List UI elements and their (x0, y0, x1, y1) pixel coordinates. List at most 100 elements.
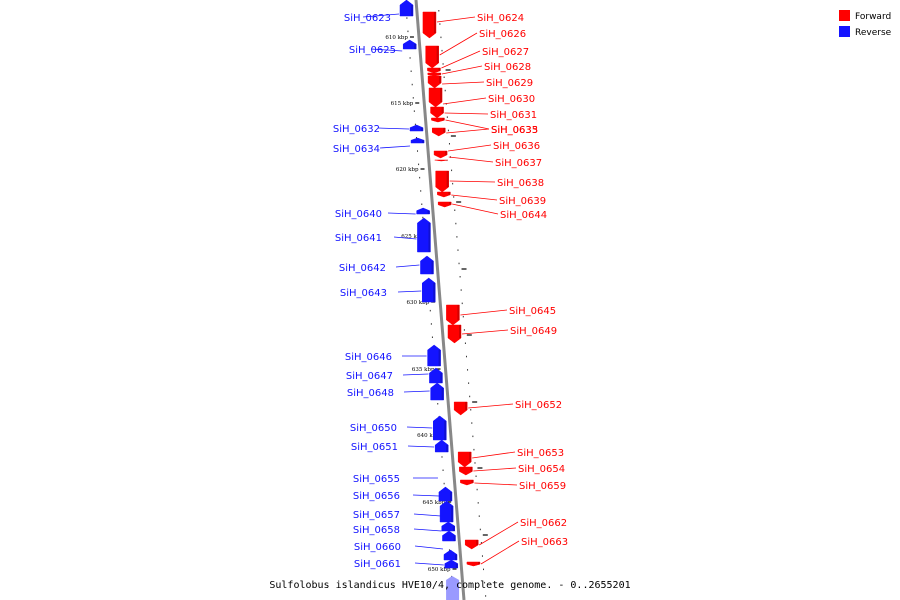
gene-leader-line (448, 156, 494, 163)
reverse-gene-label[interactable]: SiH_0643 (340, 288, 387, 299)
forward-gene-feature[interactable] (437, 201, 452, 208)
reverse-gene-feature[interactable] (410, 137, 425, 144)
reverse-gene-feature[interactable] (430, 382, 444, 401)
reverse-gene-feature[interactable] (409, 124, 424, 132)
reverse-gene-feature[interactable] (442, 530, 456, 542)
reverse-gene-feature[interactable] (421, 277, 436, 303)
reverse-gene-feature-shade (438, 350, 441, 366)
reverse-gene-feature[interactable] (439, 500, 454, 523)
reverse-gene-label[interactable]: SiH_0641 (335, 233, 382, 244)
reverse-gene-label[interactable]: SiH_0657 (353, 510, 400, 521)
forward-gene-feature[interactable] (446, 304, 460, 326)
reverse-gene-label[interactable]: SiH_0640 (335, 209, 382, 220)
forward-gene-feature[interactable] (460, 479, 474, 486)
reverse-gene-feature[interactable] (420, 255, 434, 275)
forward-gene-feature[interactable] (466, 561, 481, 567)
forward-gene-feature[interactable] (431, 127, 446, 137)
minor-tick (407, 30, 409, 33)
reverse-gene-feature[interactable] (434, 439, 449, 453)
forward-gene-label[interactable]: SiH_0628 (484, 62, 531, 73)
forward-gene-label[interactable]: SiH_0663 (521, 537, 568, 548)
reverse-gene-label[interactable]: SiH_0661 (354, 559, 401, 570)
reverse-gene-feature[interactable] (441, 521, 456, 532)
reverse-gene-feature[interactable] (416, 207, 430, 215)
minor-tick (479, 528, 481, 531)
reverse-gene-feature[interactable] (429, 367, 443, 384)
reverse-gene-feature[interactable] (417, 217, 431, 253)
forward-gene-label[interactable]: SiH_0624 (477, 13, 524, 24)
forward-gene-feature[interactable] (437, 191, 451, 198)
genome-caption: Sulfolobus islandicus HVE10/4, complete … (269, 580, 630, 591)
forward-gene-label[interactable]: SiH_0627 (482, 47, 529, 58)
forward-gene-label[interactable]: SiH_0652 (515, 400, 562, 411)
reverse-gene-label[interactable]: SiH_0647 (346, 371, 393, 382)
minor-tick (471, 422, 473, 424)
minor-tick (429, 309, 431, 312)
reverse-gene-label[interactable]: SiH_0648 (347, 388, 394, 399)
reverse-gene-feature[interactable] (399, 0, 414, 17)
reverse-gene-feature[interactable] (402, 39, 417, 50)
reverse-gene-label[interactable]: SiH_0660 (354, 542, 401, 553)
forward-gene-feature[interactable] (457, 451, 472, 468)
forward-gene-feature[interactable] (427, 75, 442, 89)
reverse-gene-feature-shade (440, 373, 443, 383)
reverse-gene-feature[interactable] (446, 576, 460, 600)
reverse-gene-label[interactable]: SiH_0642 (339, 263, 386, 274)
forward-gene-label[interactable]: SiH_0645 (509, 306, 556, 317)
gene-leader-line (441, 50, 481, 69)
forward-gene-label[interactable]: SiH_0635 (491, 125, 538, 136)
gene-leader-line (474, 482, 518, 486)
reverse-gene-label[interactable]: SiH_0632 (333, 124, 380, 135)
legend-label: Reverse (855, 28, 892, 38)
forward-gene-feature[interactable] (428, 87, 443, 108)
forward-gene-label[interactable]: SiH_0654 (518, 464, 565, 475)
minor-tick (462, 315, 464, 318)
legend-label: Forward (855, 12, 891, 22)
forward-gene-label[interactable]: SiH_0630 (488, 94, 535, 105)
reverse-gene-feature[interactable] (443, 549, 458, 561)
forward-gene-feature[interactable] (447, 324, 462, 344)
forward-gene-label[interactable]: SiH_0631 (490, 110, 537, 121)
forward-gene-label[interactable]: SiH_0653 (517, 448, 564, 459)
forward-gene-feature[interactable] (427, 72, 442, 77)
forward-gene-feature[interactable] (434, 159, 449, 162)
forward-gene-feature[interactable] (422, 11, 437, 39)
reverse-gene-label[interactable]: SiH_0623 (344, 13, 391, 24)
gene-leader-line (387, 212, 416, 215)
forward-gene-feature[interactable] (433, 150, 448, 159)
minor-tick (483, 568, 485, 571)
forward-gene-feature[interactable] (425, 45, 439, 69)
reverse-gene-label[interactable]: SiH_0658 (353, 525, 400, 536)
reverse-gene-label[interactable]: SiH_0650 (350, 423, 397, 434)
reverse-gene-label[interactable]: SiH_0656 (353, 491, 400, 502)
reverse-gene-feature[interactable] (438, 486, 453, 502)
forward-gene-label[interactable]: SiH_0659 (519, 481, 566, 492)
forward-gene-label[interactable]: SiH_0633 (491, 125, 538, 136)
forward-gene-label[interactable]: SiH_0644 (500, 210, 547, 221)
forward-gene-label[interactable]: SiH_0649 (510, 326, 557, 337)
forward-gene-label[interactable]: SiH_0629 (486, 78, 533, 89)
reverse-gene-label[interactable]: SiH_0634 (333, 144, 380, 155)
forward-gene-feature[interactable] (431, 117, 445, 123)
forward-gene-feature[interactable] (427, 67, 441, 74)
forward-gene-label[interactable]: SiH_0636 (493, 141, 540, 152)
reverse-gene-label[interactable]: SiH_0625 (349, 45, 396, 56)
reverse-gene-label[interactable]: SiH_0646 (345, 352, 392, 363)
forward-gene-feature[interactable] (430, 106, 444, 119)
reverse-gene-feature[interactable] (433, 415, 447, 441)
forward-gene-label[interactable]: SiH_0639 (499, 196, 546, 207)
minor-tick (457, 249, 459, 251)
forward-gene-feature[interactable] (435, 170, 449, 193)
forward-gene-label[interactable]: SiH_0662 (520, 518, 567, 529)
reverse-gene-label[interactable]: SiH_0655 (353, 474, 400, 485)
reverse-gene-feature[interactable] (427, 344, 441, 367)
forward-gene-feature[interactable] (464, 539, 479, 550)
forward-gene-feature[interactable] (459, 466, 473, 476)
forward-gene-label[interactable]: SiH_0626 (479, 29, 526, 40)
reverse-gene-feature[interactable] (444, 559, 459, 569)
forward-gene-feature[interactable] (453, 401, 468, 416)
forward-gene-label[interactable]: SiH_0638 (497, 178, 544, 189)
reverse-gene-label[interactable]: SiH_0651 (351, 442, 398, 453)
tick-label: 650 kbp (428, 567, 451, 573)
forward-gene-label[interactable]: SiH_0637 (495, 158, 542, 169)
